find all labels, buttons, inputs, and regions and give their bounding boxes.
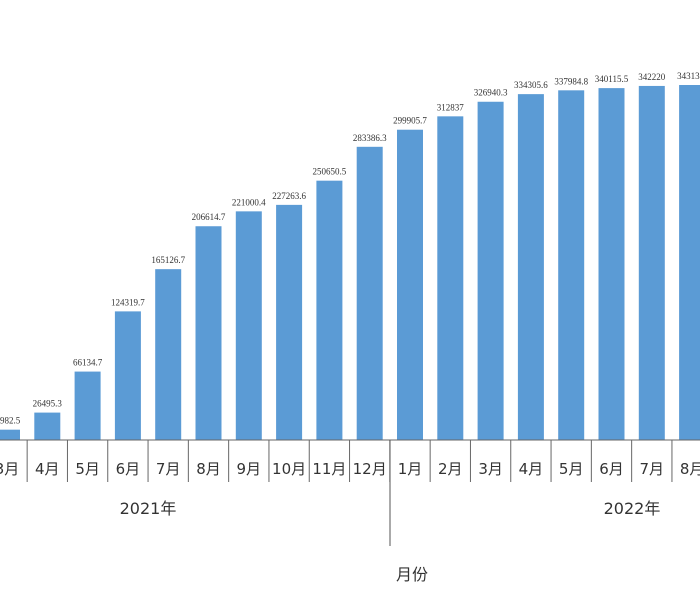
bar <box>235 211 262 440</box>
data-label: 250650.5 <box>313 167 347 177</box>
data-label: 283386.3 <box>353 133 387 143</box>
data-label: 982.5 <box>0 416 21 426</box>
bar <box>598 88 625 441</box>
category-tick-label: 5月 <box>75 460 100 478</box>
bar <box>356 146 383 440</box>
bar <box>437 116 464 440</box>
category-tick-label: 11月 <box>312 460 346 478</box>
data-label: 124319.7 <box>111 297 145 307</box>
category-tick-label: 8月 <box>196 460 221 478</box>
x-axis-title: 月份 <box>396 565 428 584</box>
data-label: 227263.6 <box>272 191 306 201</box>
category-tick-label: 5月 <box>559 460 584 478</box>
data-label: 312837 <box>437 102 465 112</box>
bar <box>74 371 101 440</box>
category-tick-label: 9月 <box>237 460 262 478</box>
bar <box>155 269 182 440</box>
category-tick-label: 7月 <box>640 460 665 478</box>
data-label: 34313 <box>677 71 700 81</box>
bar <box>276 204 303 440</box>
bar <box>114 311 141 440</box>
data-label: 334305.6 <box>514 80 548 90</box>
bar <box>558 90 585 441</box>
bar <box>195 226 222 440</box>
data-label: 165126.7 <box>151 255 185 265</box>
category-tick-label: 10月 <box>272 460 306 478</box>
category-tick-label: 8月 <box>680 460 700 478</box>
bar <box>0 429 20 440</box>
data-label: 340115.5 <box>595 74 629 84</box>
bar <box>517 94 544 440</box>
category-tick-label: 1月 <box>398 460 423 478</box>
category-tick-label: 4月 <box>35 460 60 478</box>
bar <box>679 85 700 440</box>
bar <box>477 101 504 440</box>
category-tick-label: 3月 <box>0 460 19 478</box>
data-label: 66134.7 <box>73 358 103 368</box>
bar <box>316 180 343 441</box>
data-label: 326940.3 <box>474 88 508 98</box>
data-label: 337984.8 <box>554 76 588 86</box>
data-label: 299905.7 <box>393 116 427 126</box>
data-label: 206614.7 <box>192 212 226 222</box>
category-tick-label: 6月 <box>599 460 624 478</box>
bar <box>34 412 61 440</box>
category-tick-label: 4月 <box>519 460 544 478</box>
year-label-2021: 2021年 <box>120 499 177 518</box>
bar <box>638 85 665 441</box>
bar <box>397 129 423 440</box>
category-tick-label: 2月 <box>438 460 463 478</box>
year-label-2022: 2022年 <box>604 499 661 518</box>
data-label: 342220 <box>638 72 666 82</box>
category-tick-label: 6月 <box>116 460 141 478</box>
category-tick-label: 3月 <box>478 460 503 478</box>
data-label: 26495.3 <box>33 399 63 409</box>
category-tick-label: 7月 <box>156 460 181 478</box>
category-tick-label: 12月 <box>353 460 387 478</box>
data-label: 221000.4 <box>232 197 266 207</box>
